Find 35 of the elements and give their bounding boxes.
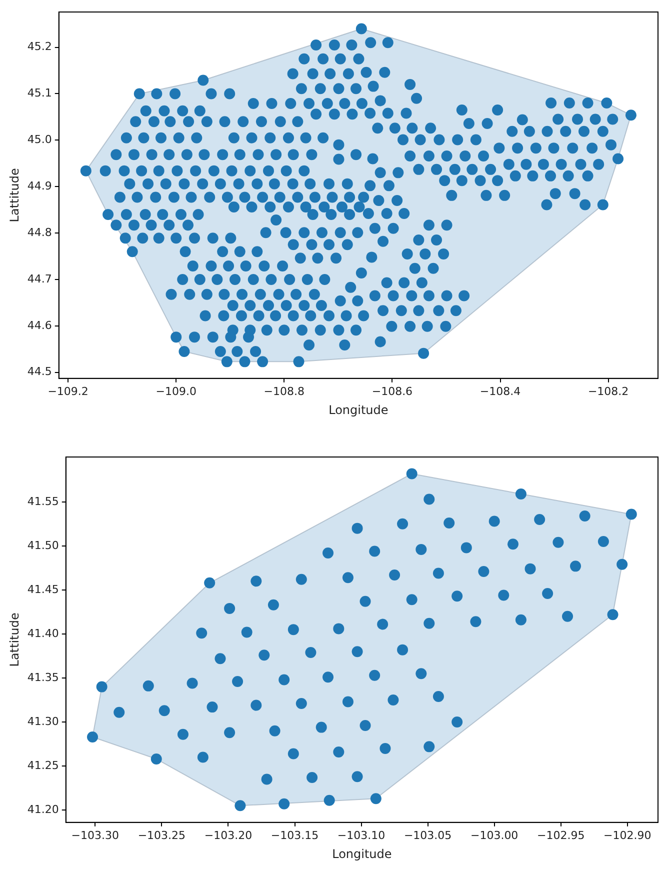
y-tick-label: 41.30 xyxy=(27,714,59,728)
y-tick-label: 41.35 xyxy=(27,670,59,684)
y-tick-label: 41.40 xyxy=(27,626,59,640)
x-tick-label: −102.95 xyxy=(537,828,585,842)
x-tick-label: −103.00 xyxy=(470,828,518,842)
x-tick-label: −109.2 xyxy=(48,384,88,398)
y-tick-label: 41.55 xyxy=(27,494,59,508)
x-tick-label: −103.20 xyxy=(204,828,252,842)
y-tick-label: 45.2 xyxy=(27,40,52,54)
x-tick-label: −103.25 xyxy=(138,828,186,842)
x-tick-label: −103.05 xyxy=(404,828,452,842)
y-tick-label: 44.7 xyxy=(27,272,52,286)
x-tick-label: −108.4 xyxy=(480,384,521,398)
y-axis-title: Lattitude xyxy=(7,168,22,222)
x-tick-label: −108.8 xyxy=(264,384,305,398)
y-tick-label: 44.5 xyxy=(27,365,52,378)
y-tick-label: 41.50 xyxy=(27,538,59,552)
y-tick-label: 41.25 xyxy=(27,758,59,772)
y-tick-label: 41.45 xyxy=(27,582,59,596)
y-tick-label: 44.9 xyxy=(27,179,52,192)
x-tick-label: −108.6 xyxy=(372,384,413,398)
y-tick-label: 44.8 xyxy=(27,226,52,239)
x-axis-title: Longitude xyxy=(328,402,388,417)
x-tick-label: −102.90 xyxy=(604,828,652,842)
x-tick-label: −103.10 xyxy=(337,828,386,842)
x-axis-title: Longitude xyxy=(332,846,392,861)
y-tick-label: 41.20 xyxy=(27,802,59,816)
y-tick-label: 45.1 xyxy=(27,86,52,100)
y-axis-title: Lattitude xyxy=(7,612,22,667)
x-tick-label: −109.0 xyxy=(156,384,196,398)
x-tick-label: −103.30 xyxy=(71,828,120,842)
y-tick-label: 44.6 xyxy=(27,318,52,332)
y-tick-label: 45.0 xyxy=(27,133,52,146)
x-tick-label: −103.15 xyxy=(270,828,319,842)
x-tick-label: −108.2 xyxy=(588,384,629,398)
